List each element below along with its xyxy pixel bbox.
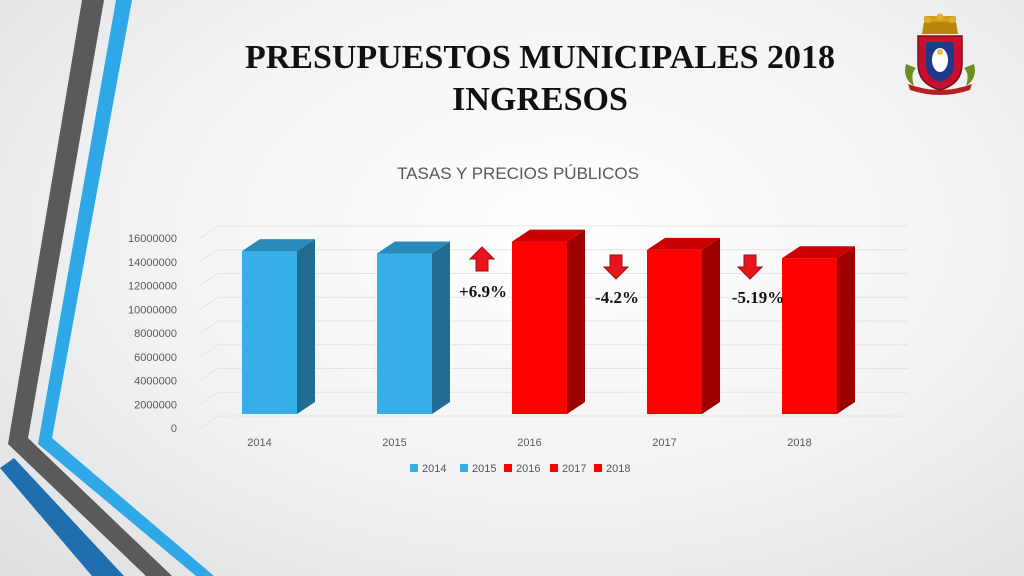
bar-2014 <box>242 239 315 414</box>
x-tick-label: 2014 <box>247 437 271 449</box>
chart-title: TASAS Y PRECIOS PÚBLICOS <box>397 164 639 183</box>
svg-text:2015: 2015 <box>472 463 496 475</box>
svg-text:2017: 2017 <box>562 463 586 475</box>
y-tick-label: 10000000 <box>128 304 177 316</box>
blue-stripe <box>38 0 214 576</box>
bar-2018 <box>782 246 855 414</box>
dark-blue-stripe <box>0 458 124 576</box>
svg-text:2018: 2018 <box>606 463 630 475</box>
change-label: -5.19% <box>732 288 784 307</box>
x-tick-label: 2018 <box>787 437 811 449</box>
legend-item: 2014 <box>410 463 446 475</box>
y-tick-label: 12000000 <box>128 281 177 293</box>
x-tick-label: 2015 <box>382 437 406 449</box>
bar-2015 <box>377 241 450 414</box>
grid-line-side <box>199 368 219 381</box>
legend-item: 2015 <box>460 463 496 475</box>
grid-line-side <box>199 344 219 358</box>
grey-stripe <box>8 0 172 576</box>
bar-2017 <box>647 237 720 414</box>
change-annotations: +6.9% -4.2% -5.19% <box>459 246 784 307</box>
svg-text:2016: 2016 <box>516 463 540 475</box>
grid-line-side <box>199 249 219 263</box>
grid-line-side <box>199 391 219 405</box>
up-arrow-icon <box>468 246 496 272</box>
y-tick-label: 4000000 <box>134 376 177 388</box>
slide-subtitle: INGRESOS <box>452 81 628 118</box>
legend-item: 2016 <box>504 463 540 475</box>
down-arrow-icon <box>736 254 764 280</box>
bar-2016 <box>512 229 585 414</box>
x-tick-label: 2017 <box>652 437 676 449</box>
y-tick-label: 8000000 <box>134 328 177 340</box>
grid-line-side <box>199 296 219 310</box>
y-axis: 0 2000000 4000000 6000000 8000000 10000000 120… <box>128 233 177 435</box>
legend-item: 2017 <box>550 463 586 475</box>
y-tick-label: 2000000 <box>134 399 177 411</box>
change-label: +6.9% <box>459 282 507 301</box>
legend-item: 2018 <box>594 463 630 475</box>
y-tick-label: 14000000 <box>128 257 177 269</box>
x-axis: 2014 2015 2016 2017 2018 <box>247 437 811 449</box>
coat-of-arms-logo <box>905 13 975 95</box>
change-label: -4.2% <box>595 288 639 307</box>
grid-line-side <box>199 225 219 239</box>
y-tick-label: 16000000 <box>128 233 177 245</box>
grid-line-side <box>199 415 219 429</box>
bars <box>242 229 855 414</box>
grid-line-side <box>199 320 219 334</box>
y-tick-label: 6000000 <box>134 352 177 364</box>
legend: 2014 2015 2016 2017 2018 <box>410 463 630 475</box>
slide-title: PRESUPUESTOS MUNICIPALES 2018 <box>244 39 836 76</box>
x-tick-label: 2016 <box>517 437 541 449</box>
down-arrow-icon <box>602 254 630 280</box>
y-tick-label: 0 <box>171 423 177 435</box>
grid-line-side <box>199 273 219 286</box>
svg-text:2014: 2014 <box>422 463 446 475</box>
